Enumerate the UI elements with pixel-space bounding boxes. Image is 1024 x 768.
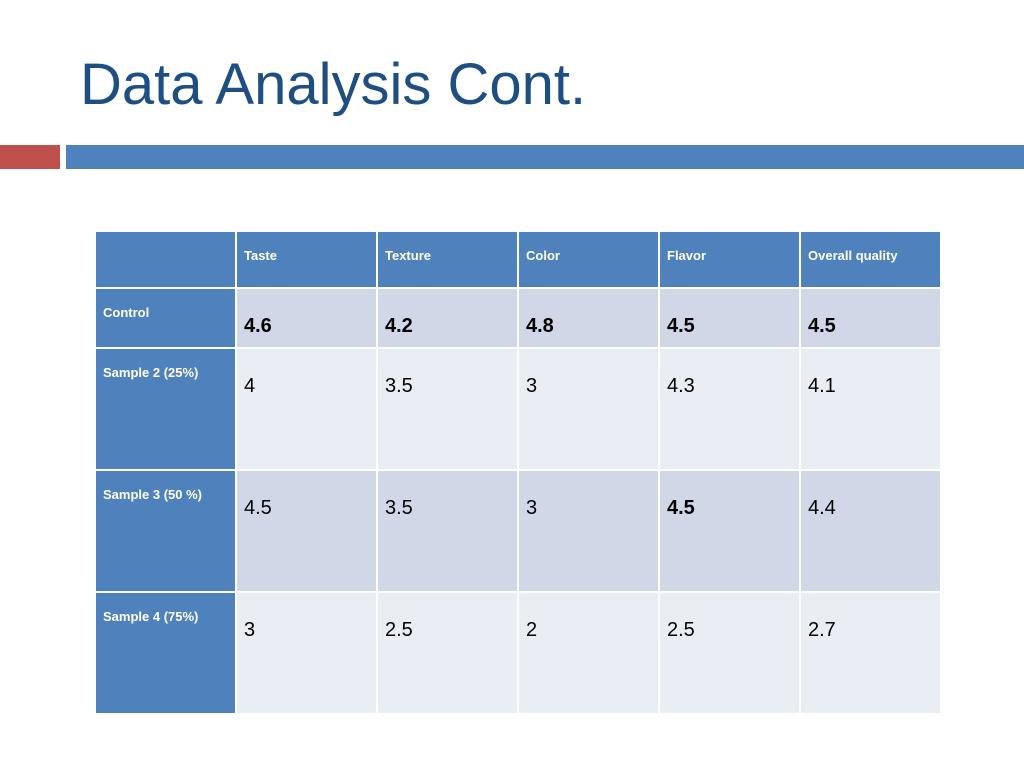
table-cell: 3 bbox=[517, 469, 660, 593]
table-cell: 4.3 bbox=[658, 347, 801, 471]
column-header-overall-quality: Overall quality bbox=[799, 230, 942, 289]
table-cell: 3.5 bbox=[376, 469, 519, 593]
column-header-color: Color bbox=[517, 230, 660, 289]
table-cell: 4.5 bbox=[658, 287, 801, 349]
table-cell: 4.5 bbox=[658, 469, 801, 593]
table-cell: 3 bbox=[517, 347, 660, 471]
column-header-taste: Taste bbox=[235, 230, 378, 289]
data-table: Taste Texture Color Flavor Overall quali… bbox=[94, 230, 942, 715]
table-cell: 3.5 bbox=[376, 347, 519, 471]
table-cell: 4.5 bbox=[799, 287, 942, 349]
row-header-sample-4: Sample 4 (75%) bbox=[94, 591, 237, 715]
table-row: Sample 4 (75%) 3 2.5 2 2.5 2.7 bbox=[94, 591, 942, 715]
column-header-flavor: Flavor bbox=[658, 230, 801, 289]
table-cell: 2.5 bbox=[376, 591, 519, 715]
table-corner-cell bbox=[94, 230, 237, 289]
accent-bar-red bbox=[0, 145, 60, 169]
row-header-sample-3: Sample 3 (50 %) bbox=[94, 469, 237, 593]
table-cell: 4.5 bbox=[235, 469, 378, 593]
table-cell: 3 bbox=[235, 591, 378, 715]
table-cell: 2.5 bbox=[658, 591, 801, 715]
table-row: Sample 3 (50 %) 4.5 3.5 3 4.5 4.4 bbox=[94, 469, 942, 593]
table-cell: 4.1 bbox=[799, 347, 942, 471]
table-cell: 4.2 bbox=[376, 287, 519, 349]
row-header-sample-2: Sample 2 (25%) bbox=[94, 347, 237, 471]
table-cell: 4.8 bbox=[517, 287, 660, 349]
table-row: Sample 2 (25%) 4 3.5 3 4.3 4.1 bbox=[94, 347, 942, 471]
slide-title: Data Analysis Cont. bbox=[80, 52, 587, 117]
table-cell: 2 bbox=[517, 591, 660, 715]
column-header-texture: Texture bbox=[376, 230, 519, 289]
table-row: Control 4.6 4.2 4.8 4.5 4.5 bbox=[94, 287, 942, 349]
table-cell: 4.4 bbox=[799, 469, 942, 593]
accent-bar-blue bbox=[66, 145, 1024, 169]
table-cell: 4.6 bbox=[235, 287, 378, 349]
table-header-row: Taste Texture Color Flavor Overall quali… bbox=[94, 230, 942, 289]
table-cell: 4 bbox=[235, 347, 378, 471]
row-header-control: Control bbox=[94, 287, 237, 349]
table-cell: 2.7 bbox=[799, 591, 942, 715]
